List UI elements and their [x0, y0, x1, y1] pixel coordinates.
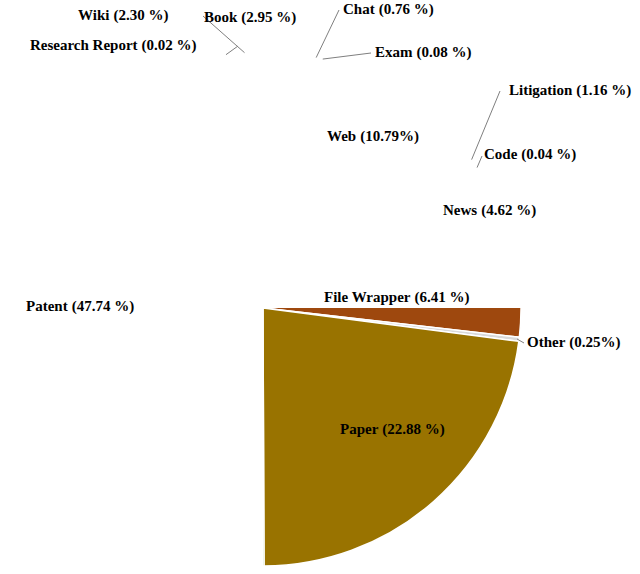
leader-line: [477, 156, 482, 168]
value-label: (0.25%): [569, 334, 620, 351]
value-label: (6.41 %): [415, 289, 470, 306]
value-label: (1.16 %): [576, 82, 631, 99]
category-label: Chat: [343, 1, 375, 17]
category-label: Wiki: [78, 7, 109, 23]
slice-label: Other(0.25%): [527, 334, 621, 351]
category-label: Paper: [340, 421, 379, 437]
value-label: (0.08 %): [417, 44, 472, 61]
category-label: Research Report: [30, 37, 138, 53]
pie-slice: [263, 308, 519, 566]
chart: Book(2.95 %)Chat(0.76 %)Exam(0.08 %)Web(…: [0, 0, 640, 574]
value-label: (0.04 %): [521, 146, 576, 163]
slice-label: Web(10.79%): [327, 128, 419, 145]
slice-label: File Wrapper(6.41 %): [324, 289, 470, 306]
category-label: News: [443, 202, 477, 218]
pie-slice: [263, 308, 264, 566]
value-label: (22.88 %): [382, 421, 445, 438]
category-label: Litigation: [509, 82, 573, 98]
category-label: File Wrapper: [324, 289, 411, 305]
slice-label: Research Report(0.02 %): [30, 37, 197, 54]
category-label: Web: [327, 128, 356, 144]
leader-line: [316, 10, 339, 58]
slices: [263, 308, 521, 566]
value-label: (2.95 %): [241, 9, 296, 26]
value-label: (0.02 %): [142, 37, 197, 54]
slice-label: Chat(0.76 %): [343, 1, 434, 18]
category-label: Book: [204, 9, 238, 25]
slice-label: Wiki(2.30 %): [78, 7, 168, 24]
category-label: Other: [527, 334, 566, 350]
leader-line: [226, 46, 238, 55]
leader-line: [517, 339, 524, 343]
slice-label: Book(2.95 %): [204, 9, 296, 26]
value-label: (10.79%): [360, 128, 419, 145]
value-label: (4.62 %): [481, 202, 536, 219]
category-label: Patent: [26, 298, 68, 314]
slice-label: News(4.62 %): [443, 202, 536, 219]
category-label: Code: [484, 146, 518, 162]
slice-label: Code(0.04 %): [484, 146, 576, 163]
slice-label: Litigation(1.16 %): [509, 82, 631, 99]
category-label: Exam: [375, 44, 413, 60]
leader-lines: [203, 10, 524, 343]
slice-label: Paper(22.88 %): [340, 421, 445, 438]
slice-label: Exam(0.08 %): [375, 44, 472, 61]
value-label: (0.76 %): [379, 1, 434, 18]
value-label: (2.30 %): [113, 7, 168, 24]
value-label: (47.74 %): [72, 298, 135, 315]
slice-label: Patent(47.74 %): [26, 298, 134, 315]
leader-line: [323, 53, 371, 59]
labels: Book(2.95 %)Chat(0.76 %)Exam(0.08 %)Web(…: [26, 1, 631, 438]
